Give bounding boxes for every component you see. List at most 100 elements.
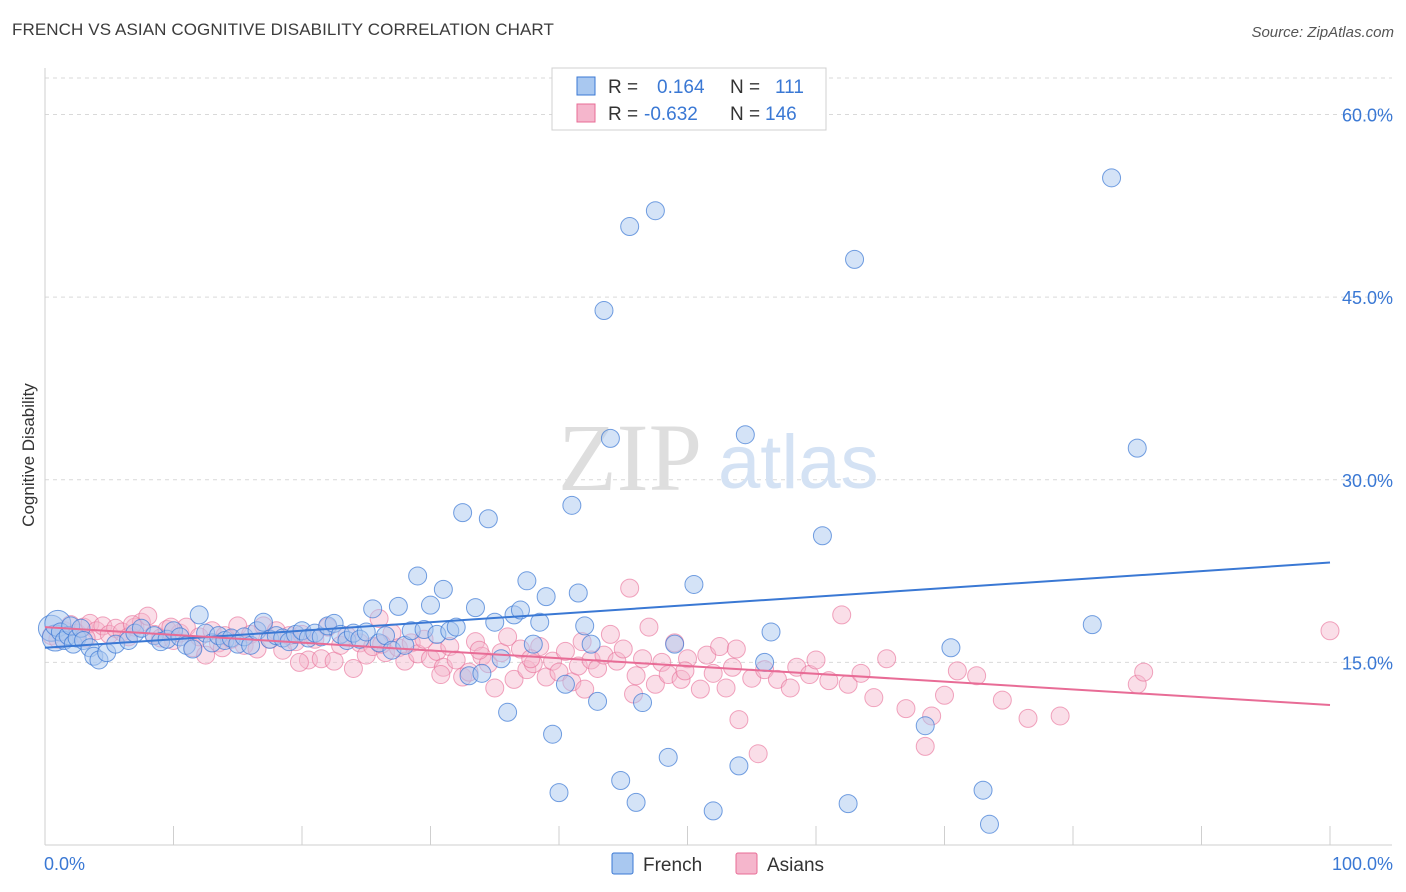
french-point — [941, 638, 961, 658]
french-point — [735, 425, 755, 445]
asians-point — [947, 661, 967, 681]
legend-french-swatch — [576, 76, 596, 96]
french-point — [755, 652, 775, 672]
asians-point — [446, 650, 466, 670]
french-point — [729, 756, 749, 776]
french-points — [37, 168, 1147, 834]
french-point — [845, 249, 865, 269]
asians-point — [633, 649, 653, 669]
asians-point — [620, 578, 640, 598]
y-tick-label: 30.0% — [1342, 471, 1393, 491]
french-point — [1102, 168, 1122, 188]
french-point — [543, 724, 563, 744]
asians-point — [431, 665, 451, 685]
asians-point — [639, 617, 659, 637]
asians-point — [575, 679, 595, 699]
french-point — [183, 639, 203, 659]
asians-point — [832, 605, 852, 625]
french-point — [703, 801, 723, 821]
asians-point — [568, 656, 588, 676]
grid-lines — [45, 77, 1392, 663]
asians-point — [523, 654, 543, 674]
legend-asians-n-value: 146 — [765, 104, 797, 125]
bottom-legend-asians-label: Asians — [767, 855, 824, 876]
french-point — [491, 649, 511, 669]
y-tick-label: 45.0% — [1342, 288, 1393, 308]
french-point — [555, 674, 575, 694]
asians-point — [780, 678, 800, 698]
french-point — [979, 814, 999, 834]
legend-french-n-value: 111 — [775, 77, 804, 98]
french-point — [510, 600, 530, 620]
asians-point — [1134, 662, 1154, 682]
asians-point — [504, 669, 524, 689]
french-point — [626, 792, 646, 812]
asians-point — [716, 678, 736, 698]
french-point — [1082, 615, 1102, 635]
french-point — [620, 217, 640, 237]
french-point — [588, 691, 608, 711]
french-point — [363, 599, 383, 619]
asians-point — [819, 671, 839, 691]
asians-point — [748, 744, 768, 764]
legend-asians-r-label: R = — [608, 104, 638, 125]
french-point — [633, 693, 653, 713]
asians-point — [498, 627, 518, 647]
french-trend-line — [44, 561, 1331, 649]
french-point — [189, 605, 209, 625]
asians-point — [864, 688, 884, 708]
asians-point — [1050, 706, 1070, 726]
french-point — [973, 780, 993, 800]
asians-point — [626, 666, 646, 686]
watermark-zip: ZIP — [558, 404, 702, 511]
legend-french-r-label: R = — [608, 77, 638, 98]
asians-point — [485, 678, 505, 698]
french-point — [562, 495, 582, 515]
french-point — [465, 598, 485, 618]
chart-title: FRENCH VS ASIAN COGNITIVE DISABILITY COR… — [12, 20, 554, 39]
bottom-legend-french-label: French — [643, 855, 702, 876]
bottom-legend: French Asians — [611, 852, 824, 876]
french-point — [433, 579, 453, 599]
asians-point — [729, 710, 749, 730]
french-point — [1127, 438, 1147, 458]
asians-point — [851, 663, 871, 683]
french-point — [517, 571, 537, 591]
legend-french-n-label: N = — [730, 77, 760, 98]
french-point — [446, 617, 466, 637]
x-tick-label: 100.0% — [1332, 854, 1393, 874]
y-tick-label: 60.0% — [1342, 106, 1393, 126]
legend-asians-n-label: N = — [730, 104, 760, 125]
bottom-legend-asians-swatch — [735, 852, 758, 875]
asians-point — [678, 649, 697, 669]
asians-point — [992, 690, 1012, 710]
french-point — [485, 612, 505, 632]
french-point — [611, 770, 631, 790]
asians-point — [613, 639, 633, 659]
french-point — [388, 596, 408, 616]
french-point — [658, 747, 678, 767]
asians-point — [343, 658, 363, 678]
asians-points — [41, 578, 1340, 764]
french-point — [665, 634, 685, 654]
asians-point — [806, 650, 826, 670]
french-point — [478, 509, 498, 529]
asians-point — [722, 657, 742, 677]
tick-labels: 15.0% 30.0% 45.0% 60.0% 0.0% 100.0% — [44, 106, 1393, 874]
french-point — [421, 595, 440, 615]
legend-asians-r-value: -0.632 — [644, 104, 698, 125]
french-point — [684, 574, 704, 594]
asians-point — [935, 685, 954, 705]
french-point — [530, 612, 550, 632]
asians-point — [1018, 708, 1038, 728]
french-point — [568, 583, 588, 603]
watermark: ZIP atlas — [558, 404, 879, 511]
french-point — [575, 616, 595, 636]
french-point — [812, 526, 832, 546]
trend-lines — [44, 561, 1331, 706]
french-point — [472, 663, 492, 683]
french-point — [536, 587, 556, 607]
asians-point — [555, 641, 575, 661]
asians-point — [600, 624, 620, 644]
